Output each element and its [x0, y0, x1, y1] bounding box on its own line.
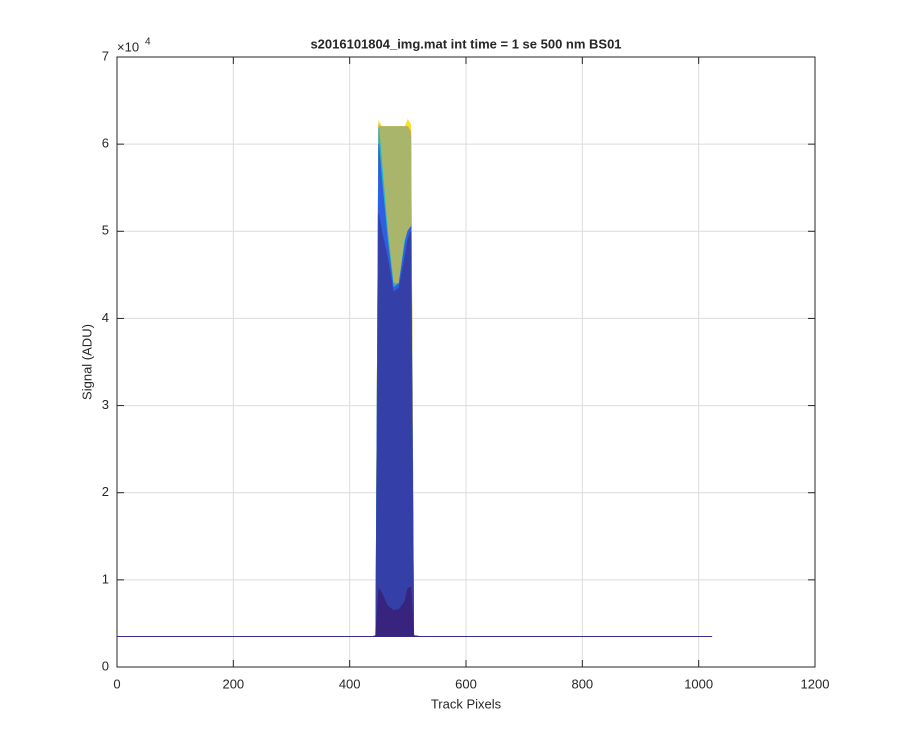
y-tick-label: 6: [102, 136, 109, 151]
x-tick-label: 600: [455, 676, 477, 691]
x-tick-label: 800: [571, 676, 593, 691]
x-axis-label: Track Pixels: [431, 696, 502, 711]
y-tick-label: 4: [102, 310, 109, 325]
y-multiplier-exponent: 4: [145, 37, 151, 48]
x-tick-label: 200: [222, 676, 244, 691]
y-tick-label: 7: [102, 48, 109, 63]
y-tick-label: 2: [102, 484, 109, 499]
y-multiplier: ×10: [117, 39, 139, 54]
y-tick-label: 1: [102, 571, 109, 586]
x-tick-label: 0: [113, 676, 120, 691]
y-axis-label: Signal (ADU): [79, 324, 94, 400]
y-tick-label: 3: [102, 397, 109, 412]
x-tick-label: 1200: [801, 676, 830, 691]
chart-title: s2016101804_img.mat int time = 1 se 500 …: [310, 36, 621, 51]
x-tick-label: 400: [339, 676, 361, 691]
y-tick-label: 0: [102, 658, 109, 673]
area: [117, 586, 713, 637]
x-tick-label: 1000: [684, 676, 713, 691]
plot-frame: [116, 56, 816, 668]
y-tick-label: 5: [102, 223, 109, 238]
